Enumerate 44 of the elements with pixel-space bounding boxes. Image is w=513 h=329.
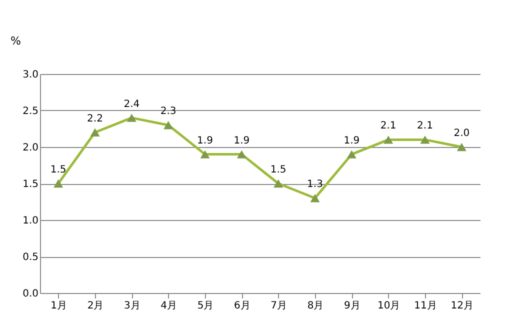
x-tick-label: 10月 <box>377 300 400 312</box>
data-label: 1.3 <box>307 179 323 190</box>
x-tick-label: 9月 <box>344 300 360 312</box>
x-tick-label: 6月 <box>234 300 250 312</box>
point <box>456 142 466 152</box>
data-label: 1.5 <box>50 164 66 176</box>
x-tick-label: 11月 <box>414 300 437 312</box>
point <box>126 114 136 122</box>
data-label: 2.3 <box>160 106 176 118</box>
x-tick-label: 2月 <box>87 300 104 312</box>
x-tick-label: 4月 <box>160 300 178 312</box>
data-label: 1.9 <box>234 135 250 146</box>
point <box>420 136 430 144</box>
y-tick-label: 1.0 <box>22 216 38 226</box>
x-tick-label: 3月 <box>124 300 140 312</box>
point <box>346 150 356 158</box>
point <box>200 150 210 158</box>
x-tick-label: 12月 <box>450 300 474 312</box>
x-tick-label: 8月 <box>307 300 324 312</box>
x-tick-label: 7月 <box>270 300 288 312</box>
point <box>274 179 284 188</box>
data-label: 2.4 <box>124 98 140 110</box>
data-label: 2.1 <box>417 120 433 132</box>
data-label: 1.9 <box>344 135 360 146</box>
point <box>384 136 394 144</box>
x-tick-label: 1月 <box>50 300 68 312</box>
data-label: 2.0 <box>454 128 470 139</box>
data-label: 2.2 <box>87 113 103 124</box>
point <box>54 179 64 188</box>
data-label: 2.1 <box>380 120 396 132</box>
y-tick-label: 2.5 <box>22 106 38 117</box>
point <box>90 128 100 137</box>
y-tick-label: 1.5 <box>22 179 38 190</box>
y-axis-title: % <box>10 34 21 48</box>
point <box>164 120 174 130</box>
y-tick-label: 3.0 <box>22 70 38 80</box>
y-tick-label: 0.0 <box>22 288 38 300</box>
point <box>236 150 246 158</box>
point <box>310 194 320 202</box>
data-label: 1.9 <box>197 135 213 146</box>
y-tick-label: 0.5 <box>22 252 38 263</box>
y-tick-label: 2.0 <box>22 142 38 154</box>
x-tick-label: 5月 <box>197 300 214 312</box>
data-label: 1.5 <box>270 164 286 176</box>
